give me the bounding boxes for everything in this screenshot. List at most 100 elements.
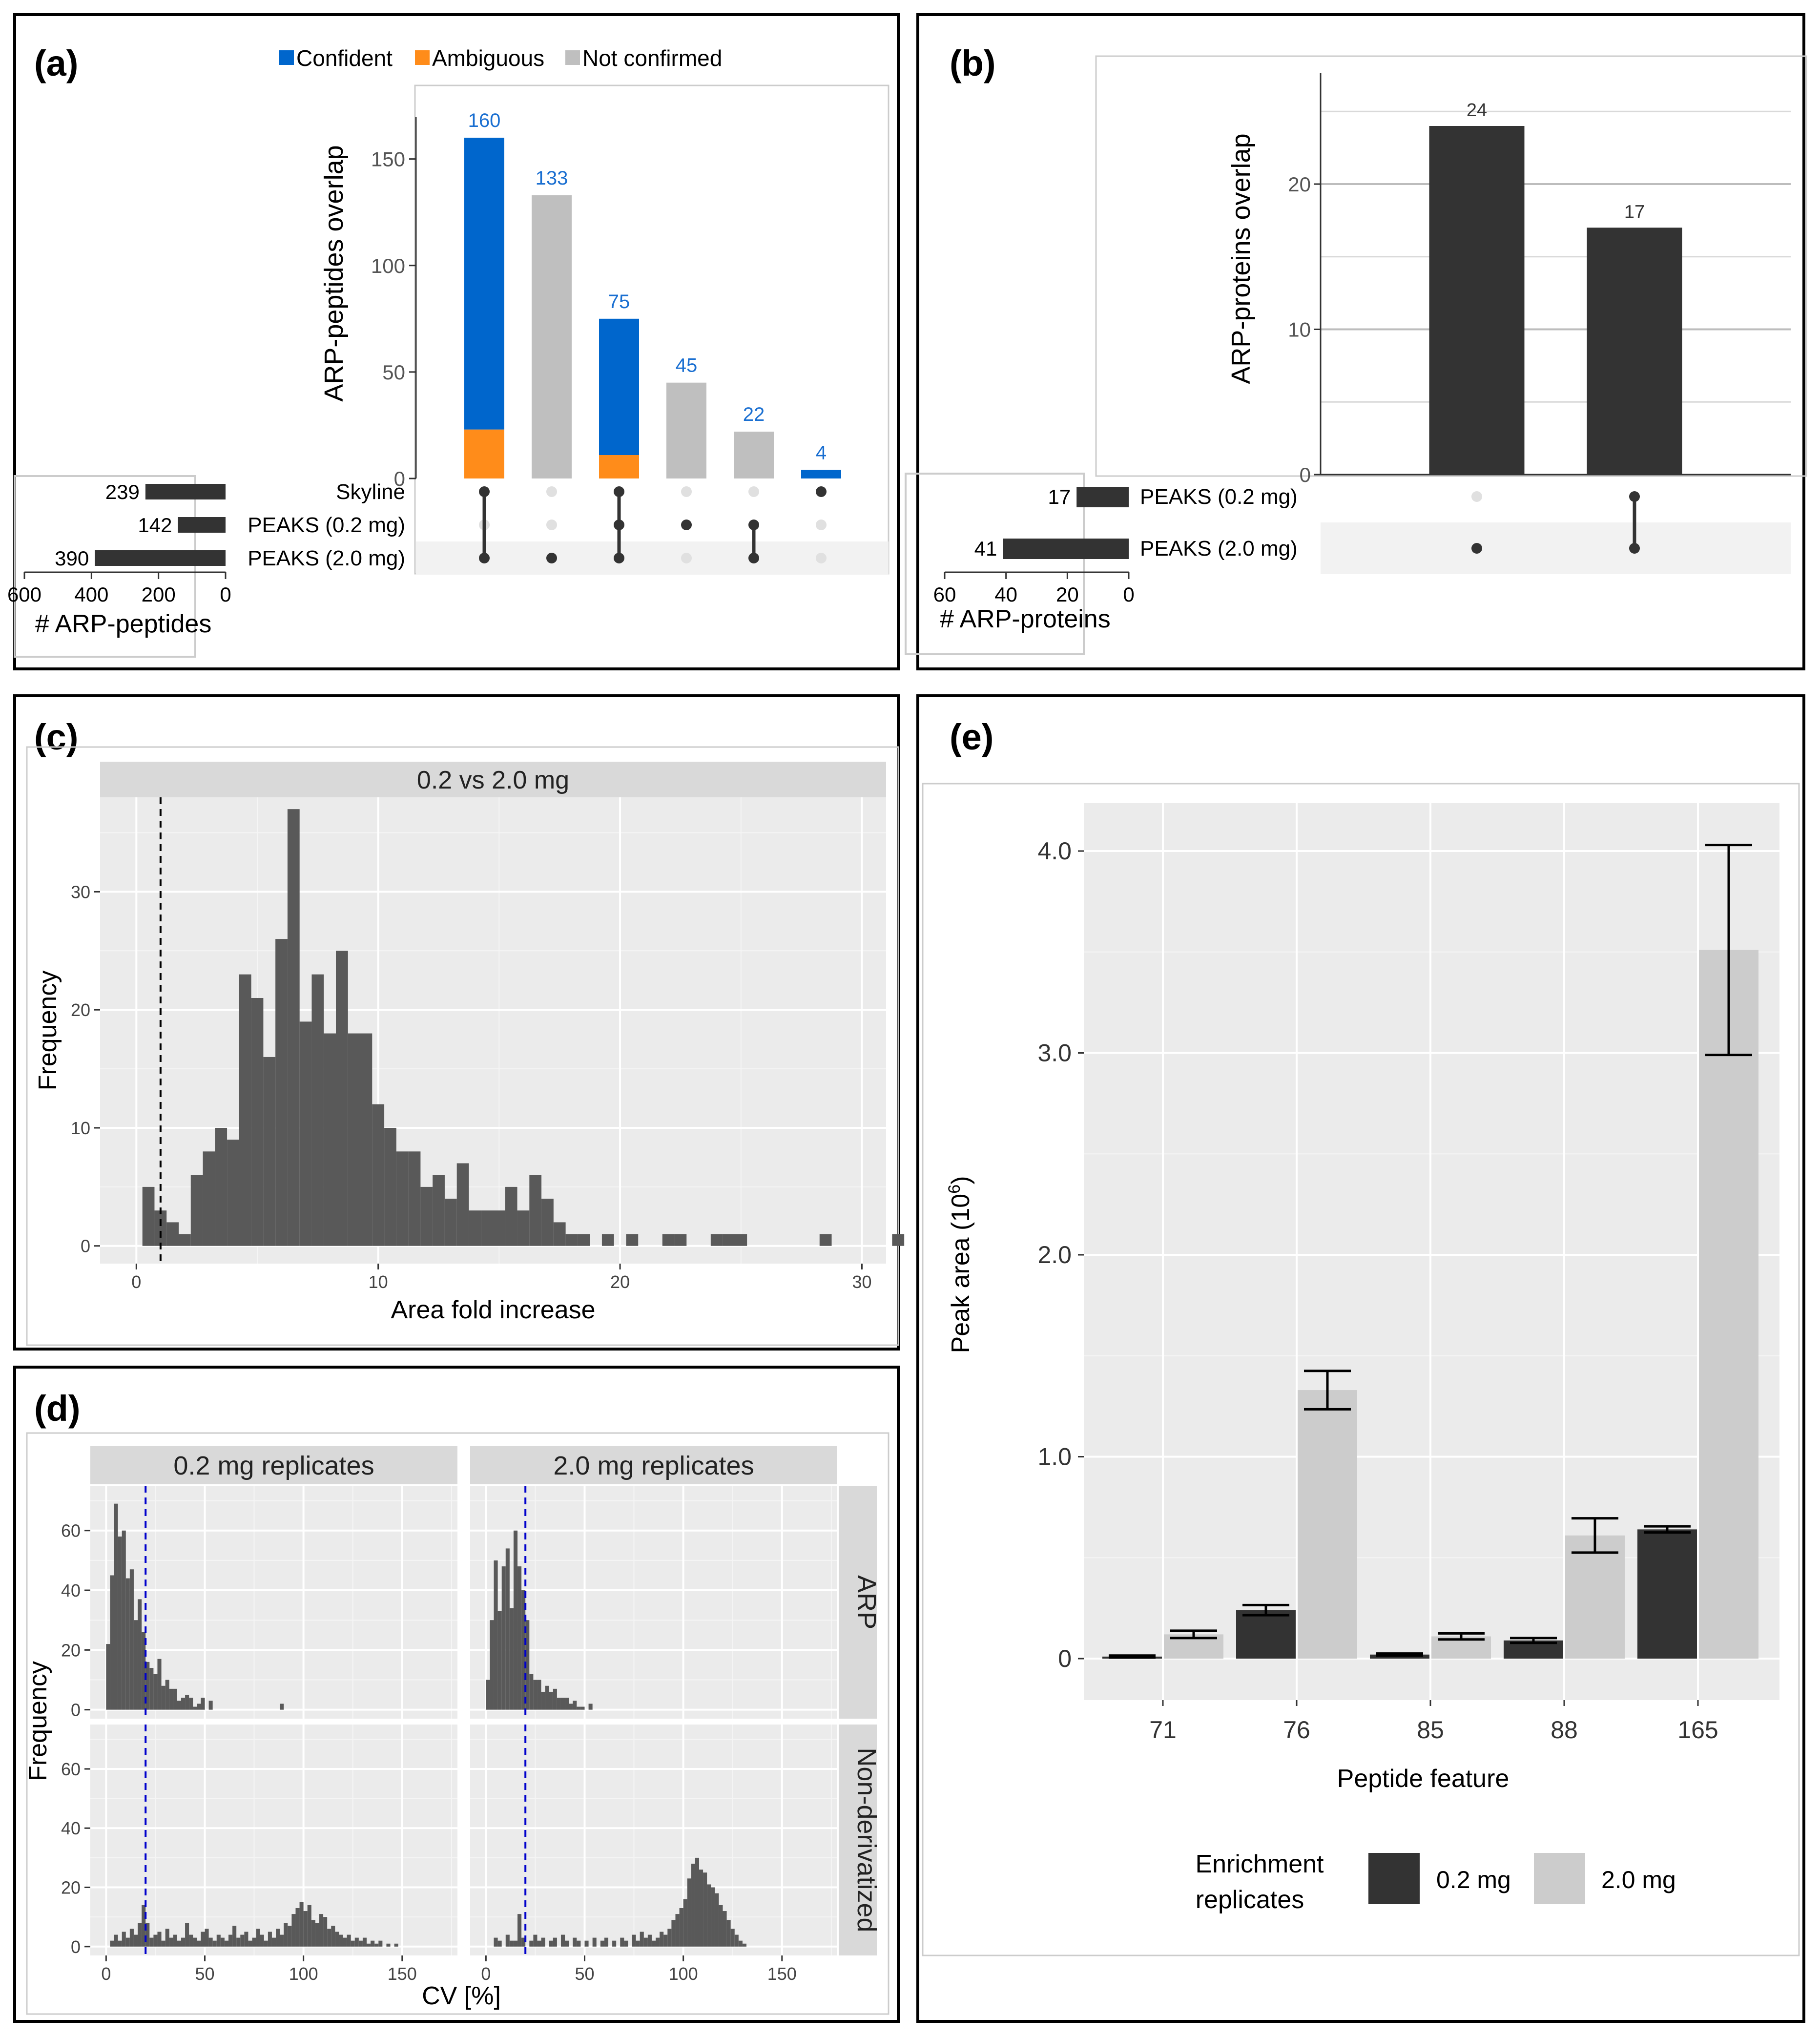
y-tick-label: 20 — [71, 1000, 90, 1020]
histogram-bin — [327, 1929, 331, 1947]
histogram-bin — [707, 1884, 711, 1947]
histogram-bin — [517, 1566, 522, 1710]
bar-value-label: 45 — [676, 355, 698, 376]
y-tick-label: 0 — [1300, 463, 1311, 486]
bar-not_confirmed — [532, 195, 572, 479]
matrix-dot-off — [816, 520, 827, 530]
facet-strip-row — [839, 1486, 877, 1719]
bar-value-label: 24 — [1467, 100, 1487, 121]
set-axis-tick-label: 20 — [1056, 583, 1079, 606]
histogram-bin — [703, 1872, 707, 1947]
legend-label: Not confirmed — [582, 45, 722, 71]
histogram-bin — [529, 1175, 542, 1246]
legend-title: replicates — [1196, 1886, 1304, 1914]
set-size-label: 142 — [138, 514, 172, 537]
legend-label: Confident — [296, 45, 393, 71]
histogram-bin — [157, 1659, 162, 1710]
histogram-bin — [335, 1932, 339, 1947]
y-tick-label: 0 — [394, 467, 405, 490]
histogram-bin — [521, 1590, 526, 1710]
histogram-bin — [351, 1940, 355, 1947]
histogram-bin — [268, 1932, 272, 1947]
matrix-dot-on — [546, 553, 557, 563]
histogram-bin — [509, 1940, 514, 1947]
bar-value-label: 75 — [608, 291, 630, 312]
histogram-bin — [129, 1569, 134, 1710]
histogram-bin — [205, 1929, 209, 1947]
set-axis-tick-label: 60 — [933, 583, 956, 606]
legend-title: Enrichment — [1196, 1850, 1324, 1878]
histogram-bin — [276, 1929, 280, 1947]
histogram-bin — [264, 1940, 268, 1947]
panel-label: (a) — [34, 43, 78, 83]
histogram-bin — [588, 1704, 593, 1710]
plot-box — [26, 1432, 889, 2015]
histogram-bin — [362, 1937, 367, 1947]
histogram-bin — [553, 1937, 557, 1947]
histogram-bin — [560, 1698, 565, 1710]
histogram-bin — [165, 1929, 169, 1947]
facet-strip-label: 2.0 mg replicates — [553, 1451, 754, 1480]
y-tick-label: 2.0 — [1037, 1241, 1072, 1268]
histogram-bin — [501, 1566, 506, 1710]
y-tick-label: 100 — [371, 254, 405, 277]
y-tick-label: 10 — [71, 1118, 90, 1138]
x-axis-title: Area fold increase — [391, 1296, 595, 1324]
histogram-bin — [601, 1234, 614, 1246]
histogram-bin — [360, 1033, 372, 1246]
set-size-bar — [145, 484, 226, 499]
y-axis-title: Frequency — [24, 1661, 52, 1781]
histogram-bin — [227, 1140, 239, 1246]
set-size-label: 239 — [105, 480, 140, 503]
set-size-bar — [178, 517, 226, 533]
histogram-bin — [145, 1923, 150, 1947]
matrix-dot-off — [681, 486, 692, 497]
bar-confident — [599, 318, 639, 456]
histogram-bin — [212, 1940, 217, 1947]
x-tick-label: 150 — [767, 1964, 797, 1984]
histogram-bin — [565, 1698, 569, 1710]
y-axis-title: Frequency — [34, 971, 62, 1091]
histogram-bin — [358, 1940, 363, 1947]
histogram-bin — [723, 1911, 727, 1947]
y-tick-label: 20 — [1288, 173, 1311, 196]
histogram-bin — [675, 1914, 680, 1947]
histogram-bin — [319, 1914, 324, 1947]
legend-swatch — [565, 50, 580, 65]
histogram-bin — [691, 1864, 695, 1947]
y-tick-label: 1.0 — [1037, 1443, 1072, 1471]
histogram-bin — [545, 1685, 549, 1710]
histogram-bin — [378, 1940, 383, 1947]
histogram-bin — [533, 1934, 538, 1947]
matrix-dot-on — [816, 486, 827, 497]
histogram-bin — [394, 1943, 398, 1947]
histogram-bin — [541, 1691, 545, 1710]
histogram-bin — [118, 1536, 122, 1710]
plot-box — [922, 783, 1800, 1956]
histogram-bin — [494, 1560, 498, 1710]
histogram-bin — [513, 1940, 518, 1947]
histogram-bin — [177, 1940, 181, 1947]
x-tick-label: 20 — [610, 1272, 630, 1292]
panel-label: (e) — [950, 717, 993, 757]
histogram-bin — [331, 1926, 335, 1947]
histogram-bin — [142, 1186, 155, 1246]
histogram-bin — [632, 1934, 636, 1947]
y-tick-label: 0 — [71, 1700, 81, 1720]
histogram-bin — [494, 1937, 498, 1947]
plot-box — [26, 746, 899, 1346]
histogram-bin — [149, 1937, 154, 1947]
histogram-bin — [311, 1920, 315, 1947]
histogram-bin — [490, 1620, 494, 1710]
x-tick-label: 0 — [481, 1964, 491, 1984]
set-size-box — [14, 475, 196, 658]
histogram-bin — [216, 1934, 221, 1947]
panel-label: (c) — [34, 717, 78, 757]
histogram-bin — [553, 1222, 566, 1246]
histogram-bin — [529, 1940, 534, 1947]
histogram-bin — [569, 1704, 573, 1710]
histogram-bin — [122, 1530, 126, 1710]
set-axis-tick-label: 40 — [994, 583, 1017, 606]
histogram-bin — [580, 1706, 585, 1710]
histogram-bin — [509, 1608, 514, 1710]
